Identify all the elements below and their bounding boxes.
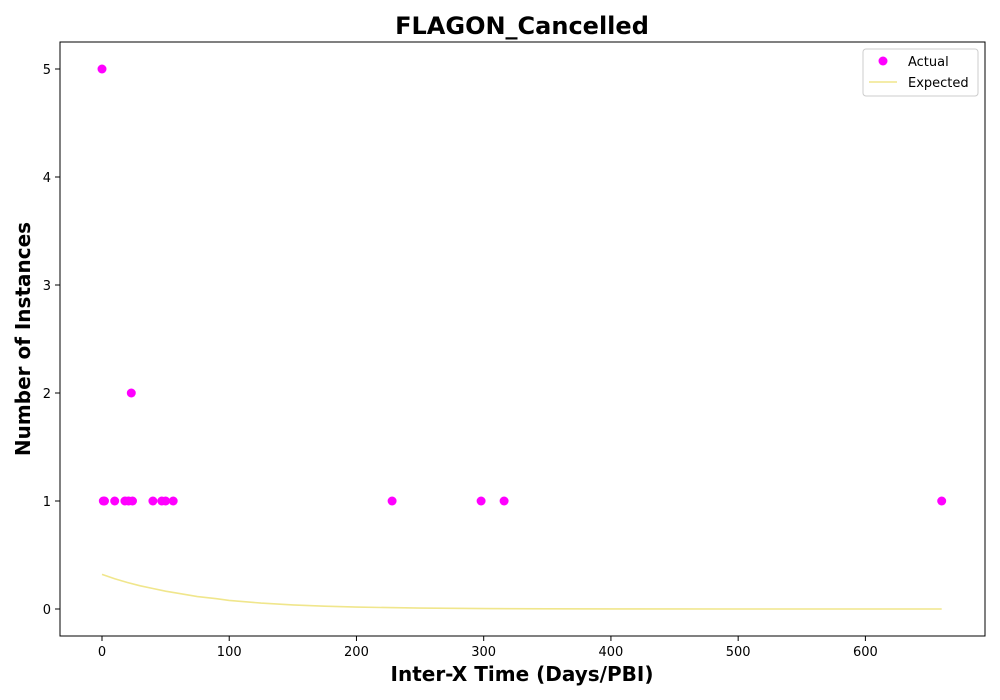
chart-title: FLAGON_Cancelled xyxy=(395,12,649,40)
data-point xyxy=(161,496,171,506)
data-point xyxy=(128,496,137,506)
y-tick-label: 5 xyxy=(43,63,51,78)
data-point xyxy=(499,496,509,506)
x-axis-title: Inter-X Time (Days/PBI) xyxy=(391,662,654,686)
y-tick-label: 2 xyxy=(43,387,51,402)
data-point xyxy=(97,64,107,74)
x-tick-label: 400 xyxy=(599,645,624,660)
x-tick-label: 0 xyxy=(98,645,106,660)
legend-box xyxy=(862,48,979,97)
x-tick-label: 500 xyxy=(726,645,751,660)
y-tick-label: 0 xyxy=(43,603,51,618)
plot-area: 0 100 200 300 400 500 600 0 1 2 3 4 5 xyxy=(43,41,986,660)
data-point xyxy=(110,496,120,506)
data-point xyxy=(937,496,947,506)
data-point xyxy=(148,496,158,506)
data-point xyxy=(168,496,178,506)
y-tick-label: 1 xyxy=(43,495,51,510)
data-point xyxy=(387,496,397,506)
x-tick-label: 300 xyxy=(471,645,496,660)
expected-line xyxy=(101,573,942,610)
y-tick-label: 4 xyxy=(43,171,51,186)
y-tick-label: 3 xyxy=(43,279,51,294)
x-tick-label: 100 xyxy=(217,645,242,660)
x-tick-label: 200 xyxy=(344,645,369,660)
legend-marker-actual xyxy=(878,56,888,66)
plot-frame xyxy=(59,41,986,637)
y-axis-title: Number of Instances xyxy=(11,222,35,456)
legend-label: Expected xyxy=(908,76,969,91)
data-point xyxy=(476,496,486,506)
legend-label: Actual xyxy=(908,55,949,70)
data-point xyxy=(100,496,109,506)
x-tick-label: 600 xyxy=(853,645,878,660)
legend: Actual Expected xyxy=(862,48,979,97)
data-point xyxy=(126,388,136,398)
